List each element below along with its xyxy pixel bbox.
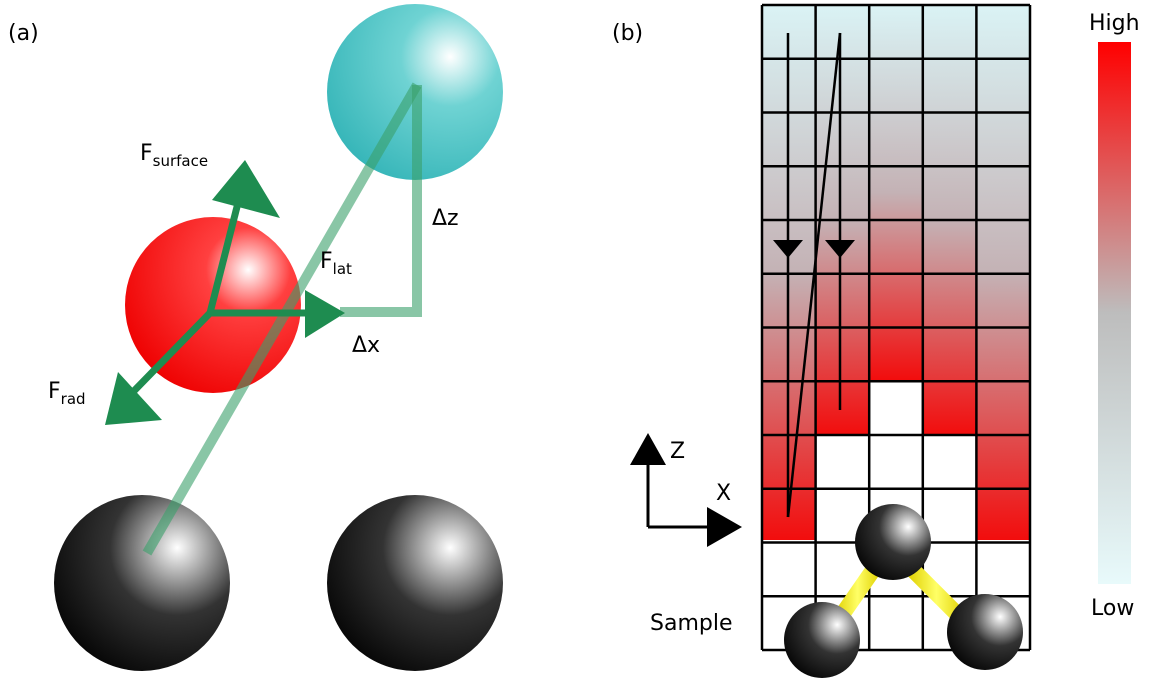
axis-label: Z	[670, 439, 685, 464]
figure: (a) Fsurface Flat Frad Δz Δx (b) Sample …	[0, 0, 1155, 682]
delta-label: Δz	[432, 206, 459, 231]
atom	[54, 495, 230, 671]
force-label: Frad	[48, 379, 86, 408]
sample-atom	[855, 504, 931, 580]
colorbar-high: High	[1089, 11, 1140, 36]
sample-label: Sample	[650, 611, 733, 636]
axis-label: X	[716, 481, 731, 506]
force-label: Fsurface	[140, 141, 208, 170]
atom	[327, 495, 503, 671]
panel-label: (a)	[8, 21, 39, 46]
colorbar	[1098, 42, 1131, 584]
sample-atom	[947, 594, 1023, 670]
sample-atom	[784, 602, 860, 678]
delta-label: Δx	[352, 333, 380, 358]
panel-label: (b)	[612, 21, 643, 46]
force-label: Flat	[320, 249, 352, 278]
colorbar-low: Low	[1091, 596, 1134, 621]
